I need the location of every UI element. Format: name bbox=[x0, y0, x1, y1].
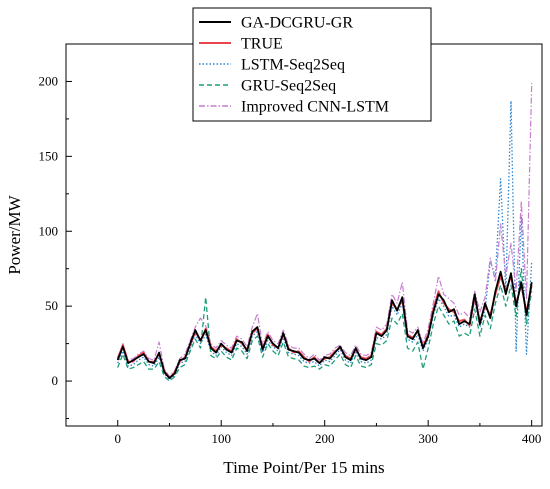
x-tick-label: 0 bbox=[114, 431, 121, 446]
x-axis-title: Time Point/Per 15 mins bbox=[223, 458, 384, 477]
series-line-1 bbox=[116, 270, 533, 379]
x-tick-label: 300 bbox=[418, 431, 438, 446]
legend-label-3: LSTM-Seq2Seq bbox=[241, 57, 345, 74]
x-tick-label: 200 bbox=[315, 431, 335, 446]
series-line-4 bbox=[117, 268, 533, 382]
x-tick-label: 100 bbox=[211, 431, 231, 446]
y-tick-label: 200 bbox=[39, 73, 59, 88]
series-layer bbox=[116, 82, 533, 382]
legend-label-5: Improved CNN-LSTM bbox=[241, 99, 389, 116]
y-tick-label: 100 bbox=[39, 223, 59, 238]
y-tick-label: 50 bbox=[45, 298, 58, 313]
legend-label-1: GA-DCGRU-GR bbox=[241, 15, 353, 32]
y-tick-label: 0 bbox=[52, 373, 59, 388]
y-tick-label: 150 bbox=[39, 148, 59, 163]
y-axis-title: Power/MW bbox=[5, 194, 24, 274]
legend-box bbox=[192, 7, 432, 122]
legend-label-4: GRU-Seq2Seq bbox=[241, 78, 336, 95]
series-line-5 bbox=[117, 82, 533, 378]
legend: GA-DCGRU-GR TRUE LSTM-Seq2Seq GRU-Seq2Seq Im… bbox=[192, 7, 432, 122]
tick-layer: 0 100 200 300 400 0 50 100 150 200 bbox=[39, 43, 542, 446]
x-tick-label: 400 bbox=[522, 431, 542, 446]
series-line-3 bbox=[117, 100, 533, 381]
legend-label-2: TRUE bbox=[241, 36, 283, 53]
